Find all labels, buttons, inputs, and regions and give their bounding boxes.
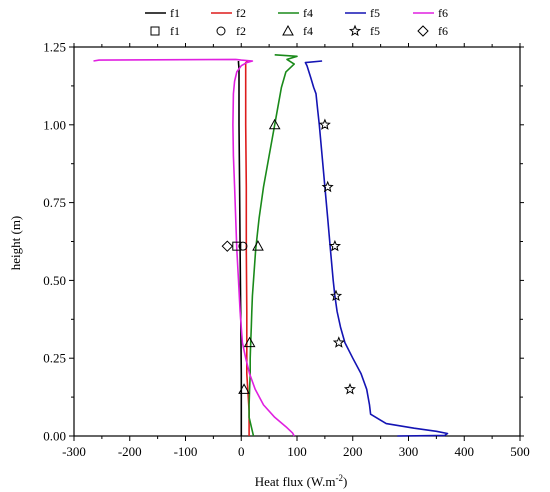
legend-marker-f2 — [216, 26, 226, 36]
marker-f5 — [328, 239, 342, 252]
y-tick-label: 0.50 — [43, 273, 66, 288]
y-tick-label: 1.00 — [43, 117, 66, 132]
x-tick-label: 300 — [399, 444, 419, 459]
marker-f5 — [343, 382, 356, 395]
legend-marker-label-f1: f1 — [170, 24, 180, 38]
legend-label-f4: f4 — [303, 6, 313, 20]
y-axis-title: height (m) — [8, 216, 23, 271]
x-axis-title-main: Heat flux (W.m — [255, 474, 336, 489]
y-tick-label: 0.25 — [43, 351, 66, 366]
x-tick-label: -300 — [62, 444, 86, 459]
marker-f6 — [221, 240, 234, 252]
x-tick-label: 0 — [238, 444, 245, 459]
series-line-f5 — [304, 60, 449, 437]
x-axis-title-close: ) — [343, 474, 347, 489]
legend-marker-label-f4: f4 — [303, 24, 313, 38]
marker-f2 — [238, 241, 248, 251]
plot-border — [73, 46, 521, 437]
legend-marker-label-f2: f2 — [236, 24, 246, 38]
x-tick-label: 500 — [510, 444, 530, 459]
legend-label-f1: f1 — [170, 6, 180, 20]
axes: -300 -200 -100 0 100 200 300 400 500 0.00 0.25 0.50… — [43, 40, 530, 460]
x-axis-title-sup: -2 — [335, 473, 343, 483]
series-line-f6 — [93, 58, 295, 437]
marker-f4 — [252, 240, 264, 251]
y-tick-label: 1.25 — [43, 40, 66, 55]
series-line-f1 — [237, 61, 243, 436]
legend-label-f2: f2 — [236, 6, 246, 20]
y-tick-label: 0.75 — [43, 195, 66, 210]
marker-f5 — [330, 289, 343, 302]
y-tick-label: 0.00 — [43, 429, 66, 444]
series-line-f4 — [248, 54, 298, 437]
legend-marker-f1 — [150, 26, 160, 36]
series-lines — [93, 54, 449, 437]
legend-marker-f6 — [417, 25, 429, 37]
legend-marker-f4 — [282, 24, 294, 36]
plot-frame — [73, 46, 521, 437]
legend: f1 f2 f4 f5 f6 f1 f2 f4 f5 f6 — [145, 6, 448, 38]
legend-label-f6: f6 — [438, 6, 448, 20]
marker-f4 — [238, 383, 250, 394]
series-markers — [221, 118, 356, 395]
marker-f5 — [318, 118, 331, 130]
x-axis-title: Heat flux (W.m-2) — [255, 473, 348, 489]
x-tick-label: 400 — [455, 444, 475, 459]
marker-f4 — [243, 336, 256, 348]
series-line-f2 — [244, 60, 250, 436]
legend-marker-label-f6: f6 — [438, 24, 448, 38]
marker-f5 — [332, 336, 345, 348]
x-tick-label: 100 — [287, 444, 307, 459]
legend-marker-f5 — [348, 24, 362, 37]
legend-marker-label-f5: f5 — [370, 24, 380, 38]
legend-label-f5: f5 — [370, 6, 380, 20]
x-tick-label: -200 — [118, 444, 142, 459]
marker-f4 — [268, 118, 281, 130]
marker-f5 — [321, 180, 334, 193]
x-tick-label: 200 — [343, 444, 363, 459]
x-tick-label: -100 — [174, 444, 198, 459]
